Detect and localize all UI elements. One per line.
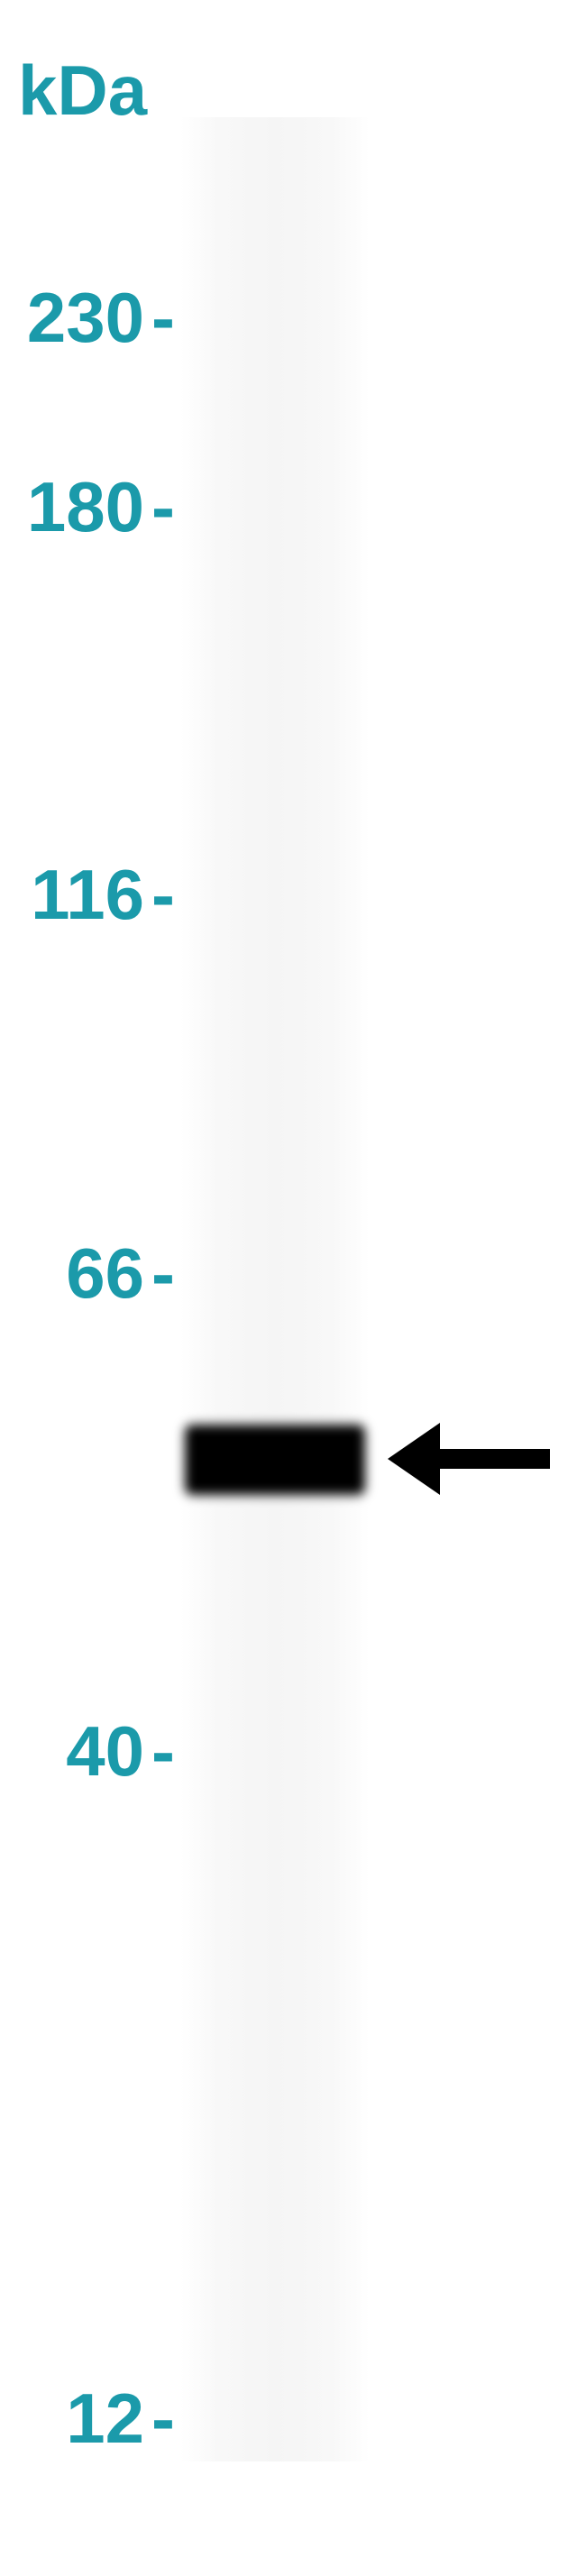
protein-band xyxy=(185,1425,365,1495)
marker-tick-12: - xyxy=(151,2378,175,2460)
arrow-shaft xyxy=(440,1449,550,1469)
marker-tick-230: - xyxy=(151,277,175,359)
western-blot-figure: kDa 230-180-116-66-40-12- xyxy=(0,0,586,2576)
marker-label-230: 230 xyxy=(27,277,144,359)
arrow-head-icon xyxy=(388,1423,440,1495)
marker-label-116: 116 xyxy=(31,854,144,936)
marker-label-40: 40 xyxy=(66,1710,144,1792)
axis-unit-label: kDa xyxy=(18,50,147,132)
marker-label-12: 12 xyxy=(66,2378,144,2460)
gel-lane xyxy=(180,117,370,2461)
marker-tick-116: - xyxy=(151,854,175,936)
marker-tick-180: - xyxy=(151,466,175,548)
band-arrow xyxy=(388,1423,550,1495)
marker-tick-40: - xyxy=(151,1710,175,1792)
marker-tick-66: - xyxy=(151,1233,175,1315)
marker-label-66: 66 xyxy=(66,1233,144,1315)
marker-label-180: 180 xyxy=(27,466,144,548)
